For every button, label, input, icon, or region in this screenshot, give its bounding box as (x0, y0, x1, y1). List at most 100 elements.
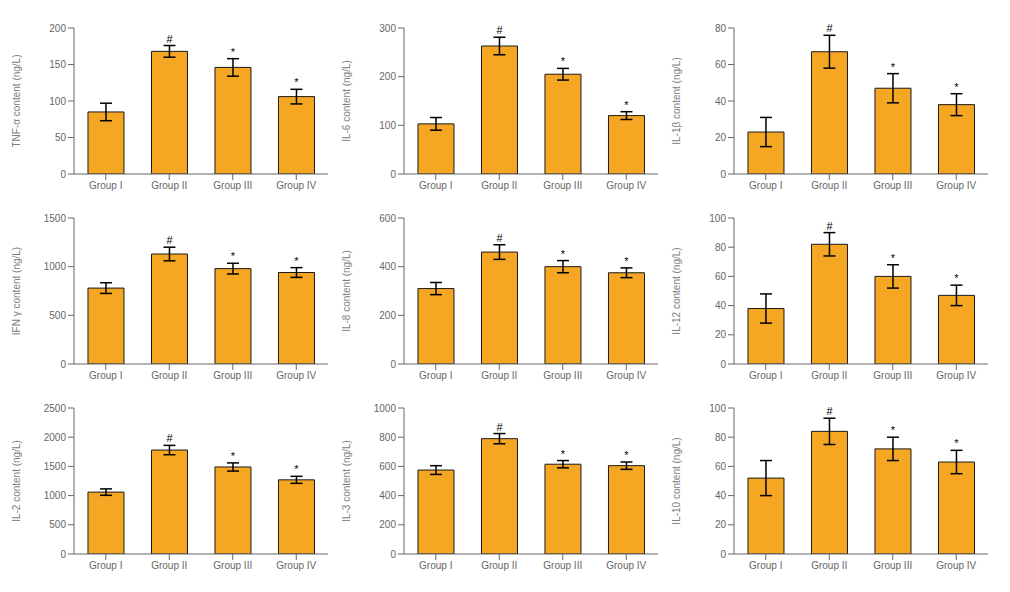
svg-text:Group II: Group II (481, 560, 517, 571)
svg-text:40: 40 (715, 490, 727, 501)
svg-text:#: # (166, 234, 173, 246)
svg-text:60: 60 (715, 59, 727, 70)
svg-text:Group III: Group III (213, 180, 252, 191)
svg-text:200: 200 (49, 23, 66, 34)
svg-text:600: 600 (379, 461, 396, 472)
svg-text:Group II: Group II (811, 560, 847, 571)
svg-text:Group III: Group III (543, 180, 582, 191)
svg-text:50: 50 (55, 132, 67, 143)
svg-text:1500: 1500 (44, 213, 67, 224)
svg-text:#: # (826, 220, 833, 232)
svg-text:Group IV: Group IV (276, 180, 316, 191)
svg-text:Group III: Group III (543, 560, 582, 571)
svg-text:150: 150 (49, 59, 66, 70)
svg-text:Group III: Group III (543, 370, 582, 381)
svg-text:Group IV: Group IV (276, 370, 316, 381)
svg-text:200: 200 (379, 71, 396, 82)
svg-text:Group II: Group II (481, 370, 517, 381)
svg-text:Group III: Group III (873, 180, 912, 191)
svg-text:40: 40 (715, 96, 727, 107)
svg-text:Group II: Group II (151, 370, 187, 381)
svg-text:Group II: Group II (151, 560, 187, 571)
svg-text:0: 0 (720, 359, 726, 370)
svg-text:Group I: Group I (419, 180, 452, 191)
svg-text:*: * (561, 448, 566, 460)
svg-text:*: * (954, 437, 959, 449)
svg-text:100: 100 (709, 213, 726, 224)
svg-text:100: 100 (49, 96, 66, 107)
svg-text:0: 0 (720, 549, 726, 560)
svg-text:IL-10 content (ng/L): IL-10 content (ng/L) (671, 437, 682, 524)
svg-text:IL-3 content (ng/L): IL-3 content (ng/L) (341, 440, 352, 522)
svg-text:0: 0 (720, 169, 726, 180)
svg-text:*: * (891, 252, 896, 264)
svg-text:Group II: Group II (811, 370, 847, 381)
svg-text:500: 500 (49, 310, 66, 321)
svg-text:*: * (231, 46, 236, 58)
svg-text:80: 80 (715, 242, 727, 253)
svg-text:20: 20 (715, 329, 727, 340)
svg-text:200: 200 (379, 519, 396, 530)
svg-text:Group II: Group II (481, 180, 517, 191)
svg-text:Group IV: Group IV (606, 560, 646, 571)
svg-text:400: 400 (379, 490, 396, 501)
svg-text:*: * (954, 272, 959, 284)
svg-text:#: # (826, 22, 833, 34)
svg-text:#: # (826, 405, 833, 417)
svg-text:0: 0 (390, 169, 396, 180)
svg-text:*: * (891, 424, 896, 436)
svg-text:Group I: Group I (749, 370, 782, 381)
svg-text:80: 80 (715, 432, 727, 443)
svg-text:#: # (496, 24, 503, 36)
svg-text:#: # (496, 421, 503, 433)
svg-text:600: 600 (379, 213, 396, 224)
svg-text:IL-2 content (ng/L): IL-2 content (ng/L) (11, 440, 22, 522)
svg-text:Group II: Group II (151, 180, 187, 191)
svg-text:Group I: Group I (89, 560, 122, 571)
svg-text:*: * (624, 255, 629, 267)
svg-text:200: 200 (379, 310, 396, 321)
svg-text:400: 400 (379, 261, 396, 272)
svg-text:#: # (496, 232, 503, 244)
svg-text:Group IV: Group IV (606, 180, 646, 191)
svg-text:*: * (231, 250, 236, 262)
svg-text:Group IV: Group IV (606, 370, 646, 381)
svg-text:IL-6 content (ng/L): IL-6 content (ng/L) (341, 60, 352, 142)
svg-text:Group III: Group III (213, 370, 252, 381)
svg-text:*: * (231, 450, 236, 462)
svg-text:*: * (294, 255, 299, 267)
svg-text:0: 0 (390, 549, 396, 560)
svg-text:500: 500 (49, 519, 66, 530)
svg-text:*: * (624, 99, 629, 111)
svg-text:#: # (166, 432, 173, 444)
svg-text:TNF-α content (ng/L): TNF-α content (ng/L) (11, 54, 22, 147)
svg-text:1500: 1500 (44, 461, 67, 472)
svg-text:IFN γ content (ng/L): IFN γ content (ng/L) (11, 247, 22, 335)
svg-text:Group III: Group III (873, 560, 912, 571)
svg-text:Group I: Group I (419, 560, 452, 571)
svg-text:Group III: Group III (213, 560, 252, 571)
svg-text:Group I: Group I (749, 180, 782, 191)
svg-text:0: 0 (60, 549, 66, 560)
svg-text:1000: 1000 (44, 261, 67, 272)
svg-text:*: * (561, 55, 566, 67)
svg-text:*: * (624, 449, 629, 461)
svg-text:*: * (891, 61, 896, 73)
svg-text:Group I: Group I (89, 180, 122, 191)
svg-text:Group II: Group II (811, 180, 847, 191)
svg-text:20: 20 (715, 519, 727, 530)
svg-text:40: 40 (715, 300, 727, 311)
svg-text:Group IV: Group IV (936, 560, 976, 571)
svg-text:0: 0 (60, 169, 66, 180)
svg-text:300: 300 (379, 23, 396, 34)
svg-text:2500: 2500 (44, 403, 67, 414)
svg-text:*: * (561, 248, 566, 260)
svg-text:Group IV: Group IV (276, 560, 316, 571)
svg-text:60: 60 (715, 461, 727, 472)
svg-text:*: * (294, 463, 299, 475)
svg-text:IL-8 content (ng/L): IL-8 content (ng/L) (341, 250, 352, 332)
svg-text:IL-12 content (ng/L): IL-12 content (ng/L) (671, 247, 682, 334)
svg-text:1000: 1000 (374, 403, 397, 414)
svg-text:60: 60 (715, 271, 727, 282)
svg-text:80: 80 (715, 23, 727, 34)
